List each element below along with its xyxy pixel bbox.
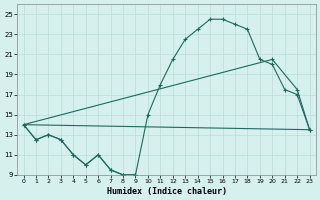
X-axis label: Humidex (Indice chaleur): Humidex (Indice chaleur) [107, 187, 227, 196]
